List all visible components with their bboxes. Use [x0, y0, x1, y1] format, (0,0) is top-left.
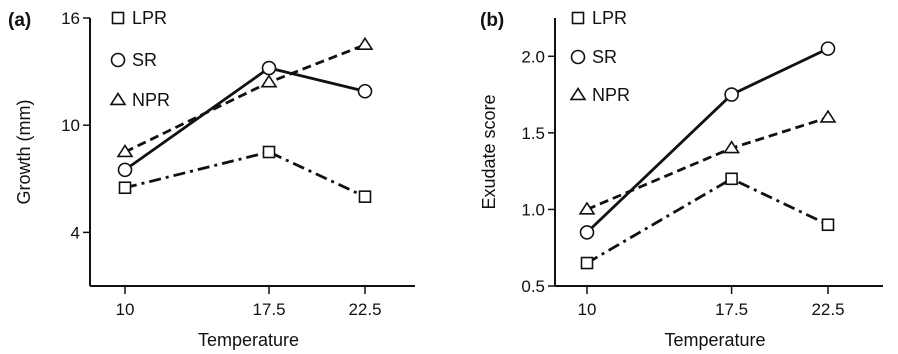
x-tick-label: 17.5 [252, 300, 285, 319]
x-axis-title: Temperature [198, 330, 299, 350]
series-line-npr [586, 116, 829, 211]
chart-panel-1: (a) 4 10 16 10 17.5 22.5 Temperature Growth (mm)… [8, 8, 415, 350]
x-tick-label: 22.5 [348, 300, 381, 319]
panel-label: (b) [480, 10, 504, 31]
legend-label-sr: SR [592, 47, 617, 67]
data-point-npr-2 [260, 74, 278, 88]
y-axis-title: Exudate score [479, 94, 499, 209]
x-tick-label: 17.5 [715, 300, 748, 319]
y-tick-label: 2.0 [521, 47, 545, 66]
legend-label-lpr: LPR [132, 8, 167, 28]
y-axis-title: Growth (mm) [14, 100, 34, 205]
data-point-sr-1 [579, 225, 595, 240]
data-point-lpr-2 [725, 172, 738, 186]
legend-marker-lpr [111, 11, 125, 25]
data-point-npr-1 [578, 201, 596, 215]
legend-label-npr: NPR [592, 85, 630, 105]
data-point-sr-3 [357, 83, 373, 99]
y-tick-label: 1.5 [521, 124, 545, 143]
y-tick-label: 10 [61, 116, 80, 135]
data-point-npr-3 [356, 36, 374, 50]
series-line-lpr [124, 150, 366, 198]
data-point-npr-1 [116, 144, 134, 158]
legend-marker-lpr [571, 11, 585, 25]
data-point-sr-3 [820, 41, 836, 56]
data-point-lpr-3 [358, 190, 372, 203]
data-point-sr-2 [261, 60, 277, 76]
data-point-lpr-2 [262, 145, 276, 159]
data-point-npr-2 [723, 140, 741, 154]
legend-marker-sr [570, 49, 586, 65]
panel-label: (a) [8, 10, 31, 31]
y-tick-label: 0.5 [521, 277, 545, 296]
y-tick-label: 1.0 [521, 200, 545, 219]
series-line-sr [124, 66, 366, 172]
data-point-sr-2 [724, 87, 739, 102]
legend-label-lpr: LPR [592, 8, 627, 28]
series-line-sr [586, 47, 829, 234]
data-point-sr-1 [117, 162, 133, 178]
legend-marker-npr [569, 87, 587, 101]
legend-label-sr: SR [132, 50, 157, 70]
chart-panel-2: (b) 0.5 1.0 1.5 2.0 10 17.5 22.5 Temperature Exud… [479, 8, 883, 350]
x-tick-label: 22.5 [811, 300, 844, 319]
y-tick-label: 16 [61, 9, 80, 28]
data-point-lpr-1 [118, 181, 132, 195]
legend-marker-npr [109, 92, 127, 106]
legend-label-npr: NPR [132, 90, 170, 110]
legend-marker-sr [110, 52, 126, 68]
y-tick-label: 4 [71, 223, 80, 242]
x-tick-label: 10 [578, 300, 597, 319]
x-tick-label: 10 [116, 300, 135, 319]
x-axis-title: Temperature [664, 330, 765, 350]
data-point-lpr-1 [580, 256, 594, 270]
data-point-npr-3 [819, 109, 837, 123]
data-point-lpr-3 [821, 218, 835, 232]
series-line-lpr [586, 177, 829, 265]
